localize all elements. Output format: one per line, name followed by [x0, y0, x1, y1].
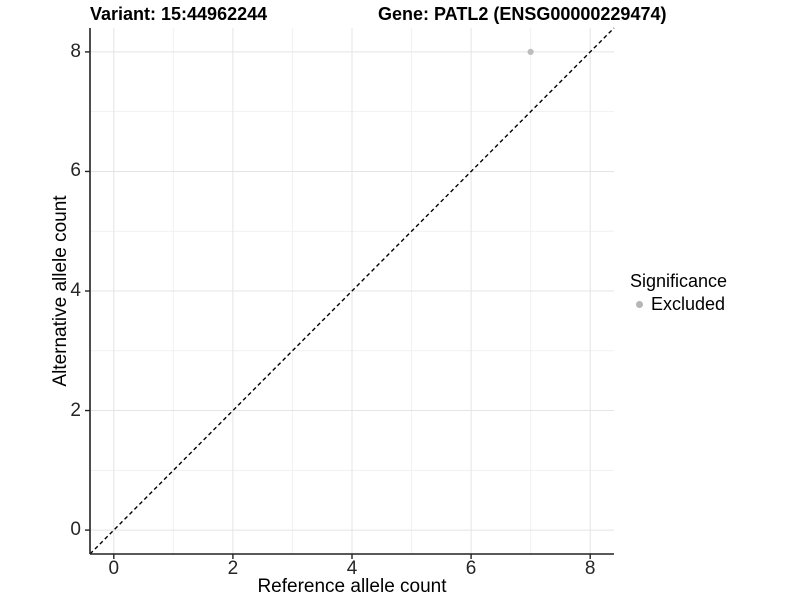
y-tick-label: 2 — [70, 399, 81, 421]
legend: Significance Excluded — [630, 271, 727, 315]
plot-title-gene: Gene: PATL2 (ENSG00000229474) — [378, 4, 667, 24]
x-tick-label: 6 — [465, 558, 477, 579]
x-tick-label: 2 — [227, 558, 239, 579]
plot-title-variant: Variant: 15:44962244 — [90, 4, 268, 24]
y-tick-label: 8 — [70, 40, 81, 62]
excluded-circle-icon — [636, 301, 643, 308]
legend-item-label: Excluded — [651, 294, 726, 314]
x-tick-label: 4 — [346, 558, 358, 579]
identity-dashed-line — [89, 27, 615, 555]
x-tick-label: 0 — [108, 558, 120, 579]
data-point — [527, 48, 534, 56]
x-tick-label: 8 — [584, 558, 596, 579]
y-axis-title: Alternative allele count — [50, 195, 71, 387]
y-tick-label: 6 — [70, 160, 81, 182]
x-axis-title: Reference allele count — [257, 576, 447, 597]
y-tick-label: 4 — [70, 280, 81, 301]
legend-item-excluded: Excluded — [630, 294, 727, 315]
y-tick-label: 0 — [70, 519, 81, 541]
legend-title: Significance — [630, 271, 728, 291]
